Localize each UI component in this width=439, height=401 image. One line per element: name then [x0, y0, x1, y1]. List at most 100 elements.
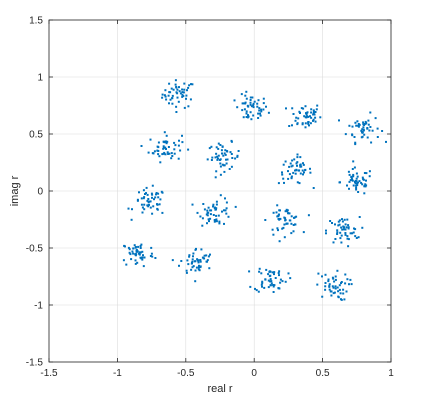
data-point	[350, 177, 353, 180]
data-point	[337, 220, 340, 223]
data-point	[215, 170, 218, 173]
data-point	[276, 204, 279, 207]
data-point	[220, 149, 223, 152]
data-point	[368, 170, 371, 173]
data-point	[284, 217, 287, 220]
data-point	[165, 134, 168, 137]
data-point	[218, 222, 221, 225]
data-point	[188, 84, 191, 87]
x-tick-label: 1	[388, 368, 394, 379]
data-point	[214, 156, 217, 159]
data-point	[348, 173, 351, 176]
data-point	[273, 271, 276, 274]
data-point	[225, 162, 228, 165]
data-point	[135, 248, 138, 251]
data-point	[338, 181, 341, 184]
data-point	[352, 184, 355, 187]
data-point	[303, 171, 305, 174]
data-point	[137, 245, 140, 248]
data-point	[365, 121, 368, 124]
data-point	[245, 116, 248, 118]
data-point	[285, 107, 287, 110]
data-point	[324, 282, 327, 284]
data-point	[224, 153, 227, 156]
data-point	[348, 180, 351, 183]
data-point	[224, 149, 227, 152]
data-point	[259, 114, 262, 117]
data-point	[178, 264, 180, 267]
data-point	[171, 155, 174, 157]
data-point	[135, 250, 138, 253]
data-point	[340, 226, 343, 229]
data-point	[277, 287, 280, 290]
data-point	[197, 266, 200, 269]
data-point	[363, 172, 366, 174]
data-point	[288, 212, 291, 215]
data-point	[260, 108, 263, 111]
data-point	[138, 251, 141, 254]
data-point	[297, 117, 300, 120]
data-point	[346, 237, 349, 240]
data-point	[340, 241, 343, 244]
data-point	[164, 140, 167, 143]
data-point	[172, 88, 175, 91]
data-point	[133, 244, 136, 247]
data-point	[207, 218, 210, 221]
data-point	[290, 177, 293, 180]
data-point	[153, 150, 156, 153]
data-point	[215, 208, 217, 211]
data-point	[252, 102, 255, 105]
data-point	[188, 255, 191, 258]
data-point	[354, 141, 357, 144]
data-point	[268, 270, 271, 273]
data-point	[290, 222, 293, 225]
data-point	[348, 283, 350, 286]
data-point	[157, 146, 160, 149]
data-point	[279, 278, 282, 281]
data-point	[242, 116, 245, 119]
data-point	[191, 203, 194, 206]
data-point	[340, 234, 343, 237]
data-point	[151, 212, 154, 215]
data-point	[191, 260, 194, 263]
data-point	[249, 285, 252, 288]
data-point	[325, 232, 327, 235]
data-point	[219, 162, 222, 165]
data-point	[288, 165, 291, 168]
data-point	[292, 113, 295, 115]
data-point	[182, 95, 185, 97]
data-point	[279, 209, 281, 212]
data-point	[199, 266, 202, 269]
data-point	[256, 105, 259, 108]
data-point	[353, 227, 355, 230]
data-point	[162, 152, 165, 155]
data-point	[314, 111, 317, 113]
data-point	[170, 152, 173, 155]
data-point	[166, 151, 169, 154]
data-point	[183, 106, 186, 109]
data-point	[147, 151, 150, 154]
data-point	[252, 104, 255, 107]
data-point	[317, 272, 320, 275]
data-point	[234, 157, 237, 160]
data-point	[287, 272, 290, 275]
data-point	[213, 207, 216, 209]
data-point	[324, 285, 327, 288]
data-point	[122, 259, 125, 262]
data-point	[352, 160, 355, 163]
data-point	[192, 252, 195, 255]
data-point	[206, 209, 209, 212]
data-point	[355, 172, 358, 175]
data-point	[178, 139, 180, 142]
data-point	[225, 158, 227, 161]
data-point	[173, 152, 176, 155]
data-point	[138, 191, 140, 194]
data-point	[287, 177, 290, 180]
data-point	[328, 284, 331, 287]
data-point	[264, 219, 267, 221]
data-point	[223, 164, 226, 167]
data-point	[338, 119, 340, 122]
data-point	[212, 214, 215, 216]
data-point	[156, 208, 159, 211]
data-point	[192, 265, 195, 268]
